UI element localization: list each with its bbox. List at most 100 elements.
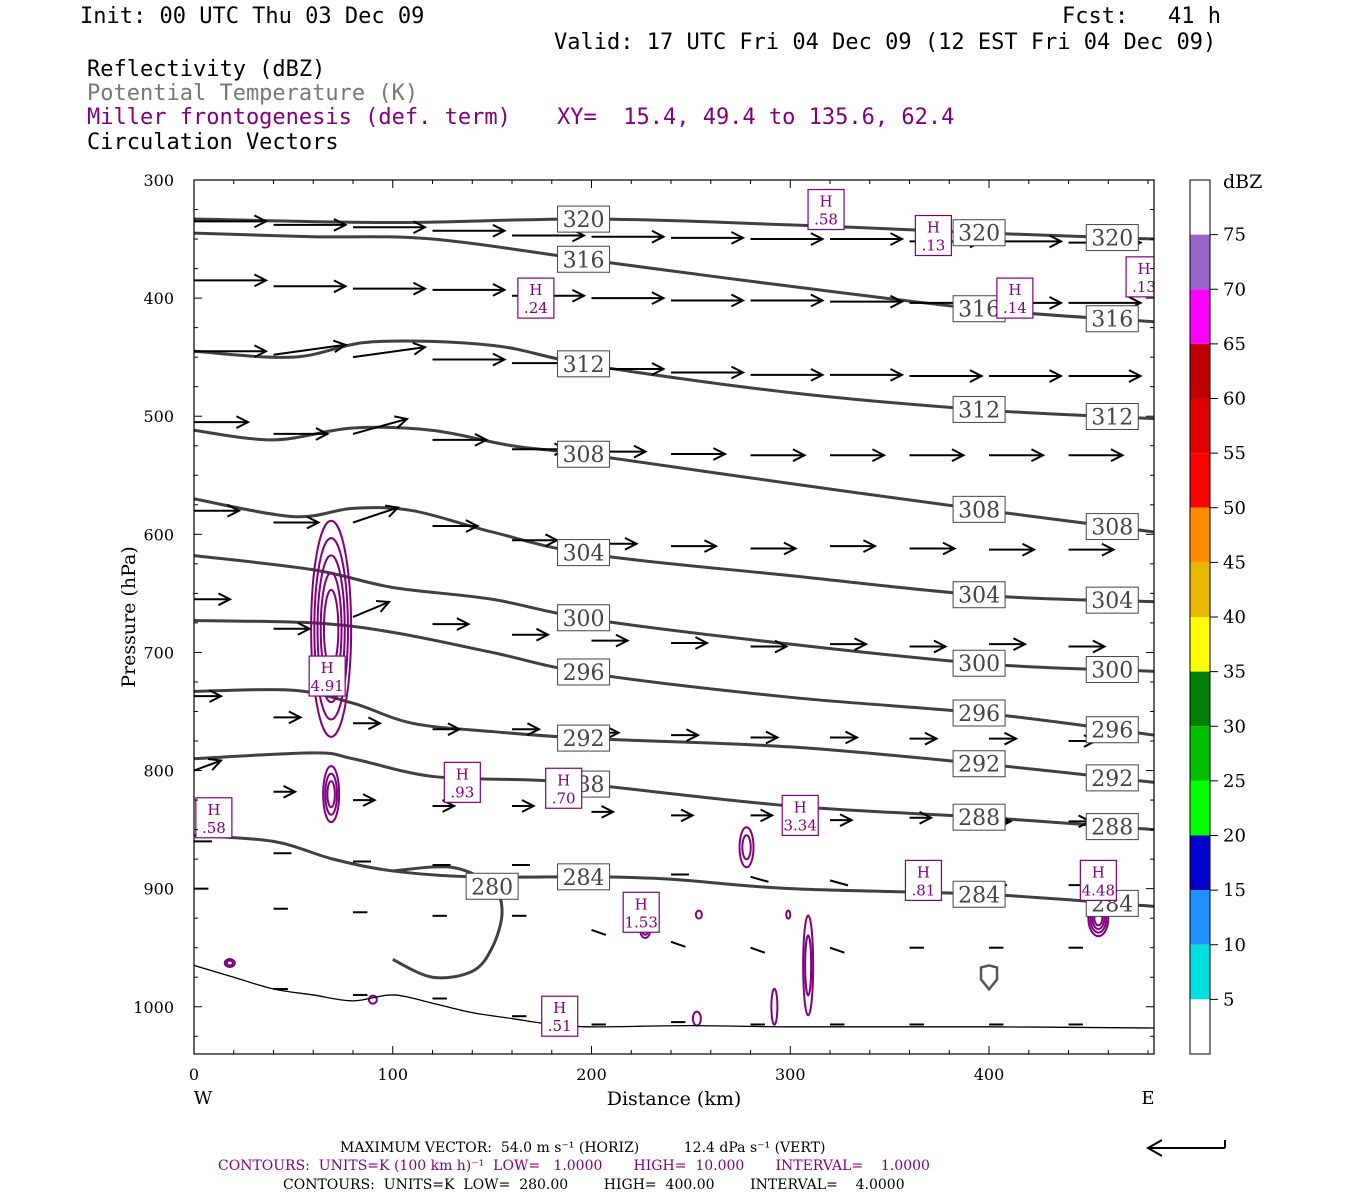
fronto-contour	[741, 834, 752, 861]
circulation-vector	[989, 542, 1037, 557]
theta-label-text: 308	[563, 443, 605, 468]
circulation-vector	[512, 722, 542, 736]
circulation-vector	[750, 232, 825, 246]
fronto-max-h: H	[557, 771, 570, 789]
fronto-contour	[694, 909, 703, 920]
theta-label-box	[1085, 656, 1139, 684]
fronto-max-h: H	[820, 193, 833, 211]
theta-label-box	[1085, 224, 1139, 252]
circulation-vector	[1068, 734, 1098, 748]
theta-label-text: 296	[958, 702, 1000, 727]
circulation-vector	[830, 448, 887, 462]
circulation-vector	[671, 365, 746, 380]
fronto-contour-major	[319, 571, 343, 686]
fronto-max-value: .70	[552, 789, 576, 807]
fronto-max-label: H3.34	[781, 794, 819, 837]
vector-head	[924, 731, 939, 746]
colorbar-swatch	[1190, 343, 1210, 399]
vector-head	[333, 279, 348, 294]
colorbar-label: 20	[1223, 826, 1246, 847]
fronto-contour	[225, 959, 234, 967]
circulation-vector	[591, 362, 666, 376]
fronto-max-value: .24	[524, 299, 548, 317]
fronto-max-box	[904, 859, 943, 901]
theta-label-text: 288	[1091, 816, 1133, 841]
vector-head	[680, 808, 695, 823]
fronto-contour	[322, 765, 341, 824]
theta-label-box	[952, 495, 1006, 523]
colorbar-label: 15	[1223, 880, 1246, 901]
theta-label-text: 284	[958, 883, 1000, 908]
vector-head	[297, 622, 312, 636]
circulation-vector	[989, 731, 1019, 746]
theta-contour-312	[194, 339, 1154, 421]
vector-head	[942, 541, 957, 556]
colorbar-label: 30	[1223, 716, 1246, 737]
vector-head	[810, 368, 825, 382]
theta-contour-292	[194, 688, 1154, 784]
circulation-vector	[194, 503, 242, 518]
circulation-vector	[591, 805, 616, 819]
vector-head	[871, 448, 887, 462]
circulation-vector	[909, 234, 984, 249]
theta-label-300: 300	[1085, 656, 1139, 684]
fronto-max-value: .51	[548, 1017, 572, 1035]
fronto-max-value: .93	[450, 783, 474, 801]
vector-head	[283, 785, 298, 799]
circulation-vector	[194, 273, 269, 288]
theta-label-box	[952, 581, 1006, 609]
vector-head	[535, 627, 551, 642]
fronto-max-h: H	[321, 659, 334, 677]
theta-label-box	[557, 770, 611, 798]
circulation-vector	[273, 218, 348, 232]
theta-label-box	[952, 295, 1006, 323]
vector-head	[207, 758, 224, 771]
circulation-vector	[352, 600, 392, 618]
vector-head	[526, 722, 542, 736]
fronto-max-h: H	[917, 863, 930, 881]
circulation-vector	[830, 368, 905, 382]
circulation-vector	[273, 427, 330, 441]
vector-head	[442, 799, 457, 813]
fronto-max-label: H.93	[443, 761, 481, 803]
theta-label-text: 288	[958, 806, 1000, 831]
theta-label-box	[952, 395, 1006, 423]
vector-head	[492, 352, 507, 367]
theta-closed-contour	[979, 964, 999, 992]
circulation-vector	[273, 515, 321, 530]
circulation-vector	[909, 810, 934, 825]
circulation-vector	[750, 730, 780, 745]
theta-label-text: 296	[563, 661, 605, 686]
theta-label-box	[557, 205, 611, 233]
circulation-vector	[353, 793, 377, 807]
vector-head	[969, 234, 984, 249]
fronto-max-value: .13	[921, 237, 945, 255]
fronto-max-label: H4.91	[308, 655, 346, 697]
vector-head	[685, 728, 701, 742]
theta-contour-284	[194, 834, 1154, 908]
theta-label-text: 320	[958, 222, 1000, 247]
vector-head	[253, 273, 269, 288]
vector-head	[288, 710, 303, 725]
field-reflectivity: Reflectivity (dBZ)	[87, 57, 326, 82]
vector-head	[765, 730, 780, 745]
theta-label-text: 292	[958, 753, 1000, 778]
fronto-max-value: .58	[202, 819, 226, 837]
vector-head	[1048, 234, 1064, 249]
vector-head	[332, 339, 348, 354]
vector-head	[306, 515, 321, 530]
circulation-vector	[353, 716, 383, 731]
fronto-max-label: H.13	[1125, 256, 1154, 298]
circulation-vector	[670, 940, 686, 948]
vector-head	[456, 617, 471, 631]
colorbar-label: 65	[1223, 334, 1246, 355]
theta-contour-288	[194, 751, 1154, 832]
vector-head	[601, 805, 616, 819]
fronto-max-value: 3.34	[784, 816, 817, 834]
fronto-max-h: H	[1008, 281, 1021, 299]
vector-head	[1128, 296, 1143, 310]
colorbar-swatch	[1190, 999, 1210, 1054]
theta-label-316: 316	[557, 245, 611, 273]
circulation-vector	[591, 725, 621, 740]
fronto-max-value: .81	[912, 881, 936, 899]
